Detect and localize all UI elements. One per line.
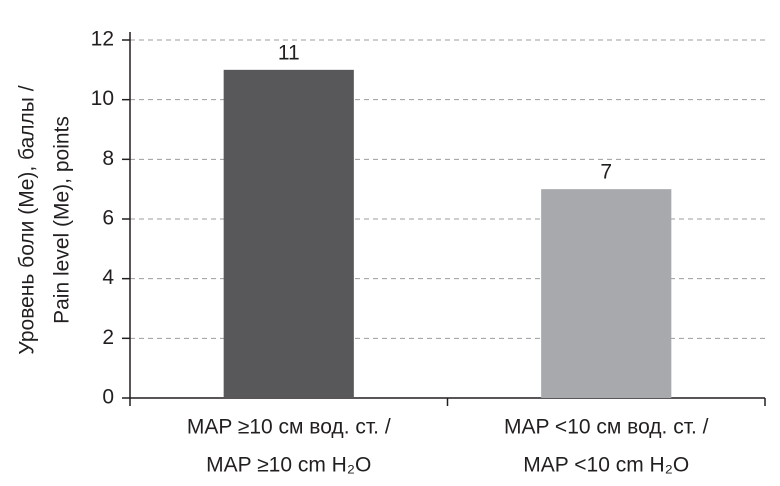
x-tick-label: MAP <10 см вод. ст. /: [504, 416, 709, 439]
y-tick-label: 2: [102, 326, 114, 349]
y-tick-label: 6: [102, 207, 114, 230]
bar: [541, 189, 672, 398]
y-tick-label: 8: [102, 147, 114, 170]
y-axis-label: Уровень боли (Me), баллы /: [16, 85, 39, 354]
y-axis-label: Pain level (Me), points: [51, 116, 74, 324]
y-tick-label: 12: [91, 28, 114, 51]
y-tick-label: 4: [102, 266, 114, 289]
x-tick-label: MAP <10 cm H₂O: [523, 454, 689, 477]
value-label: 7: [600, 161, 612, 184]
value-label: 11: [278, 41, 300, 64]
x-tick-label: MAP ≥10 cm H₂O: [206, 454, 371, 477]
x-tick-label: MAP ≥10 см вод. ст. /: [187, 416, 391, 439]
y-tick-label: 0: [102, 386, 114, 409]
y-tick-label: 10: [91, 87, 114, 110]
bar: [223, 69, 354, 398]
